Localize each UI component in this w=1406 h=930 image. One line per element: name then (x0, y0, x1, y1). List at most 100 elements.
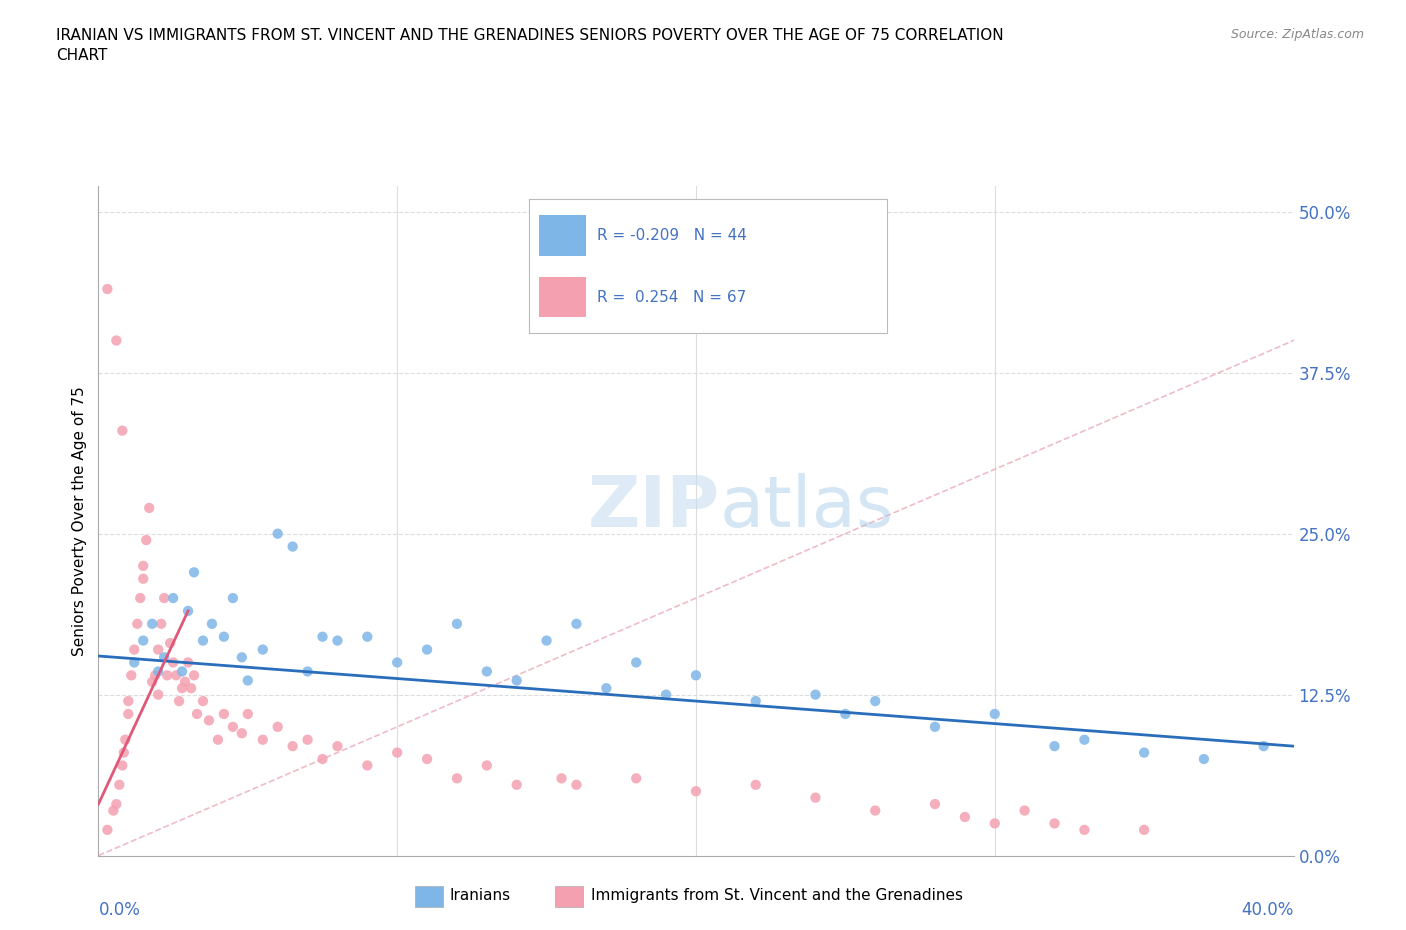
Point (96, 282, 118, 297)
Point (148, 642, 170, 657)
Point (297, 732, 319, 747)
Point (863, 694, 887, 709)
Point (953, 809, 976, 824)
Point (117, 694, 139, 709)
Point (626, 771, 648, 786)
Text: IRANIAN VS IMMIGRANTS FROM ST. VINCENT AND THE GRENADINES SENIORS POVERTY OVER T: IRANIAN VS IMMIGRANTS FROM ST. VINCENT A… (56, 28, 1004, 62)
Point (212, 630, 235, 644)
Point (180, 681, 202, 696)
Point (416, 642, 439, 657)
Point (191, 694, 214, 709)
Point (222, 591, 245, 605)
Point (281, 738, 304, 753)
Point (120, 668, 142, 683)
Point (267, 526, 290, 541)
Point (1253, 738, 1275, 753)
Point (745, 777, 768, 792)
Point (685, 784, 707, 799)
Point (141, 674, 163, 689)
Point (924, 797, 946, 812)
Point (385, 745, 409, 760)
Point (685, 668, 707, 683)
Point (536, 633, 558, 648)
Point (446, 771, 468, 786)
Point (236, 673, 259, 688)
Point (252, 642, 274, 657)
Point (356, 758, 378, 773)
Point (506, 673, 529, 688)
Point (1192, 751, 1215, 766)
Point (924, 720, 946, 735)
Point (174, 674, 197, 689)
Point (1133, 745, 1156, 760)
Point (153, 650, 176, 665)
Point (984, 707, 1007, 722)
Point (506, 777, 529, 792)
Point (834, 707, 856, 722)
Point (156, 668, 179, 683)
Point (108, 777, 131, 792)
Point (167, 694, 190, 709)
Point (1014, 804, 1036, 818)
Point (129, 591, 152, 605)
Point (132, 558, 155, 573)
Text: atlas: atlas (720, 473, 894, 542)
Point (565, 777, 588, 792)
Point (143, 668, 166, 683)
Point (326, 738, 349, 753)
Point (475, 758, 498, 773)
Text: ZIP: ZIP (588, 473, 720, 542)
Point (127, 617, 149, 631)
Point (198, 713, 221, 728)
Text: 40.0%: 40.0% (1241, 900, 1294, 919)
Point (177, 604, 200, 618)
Point (150, 617, 173, 631)
Point (311, 751, 333, 766)
Point (183, 668, 205, 683)
Point (132, 633, 155, 648)
Point (236, 707, 259, 722)
Point (984, 816, 1007, 830)
Point (446, 617, 468, 631)
Point (111, 758, 134, 773)
Point (165, 668, 187, 683)
Point (207, 732, 229, 747)
Point (252, 732, 274, 747)
Y-axis label: Seniors Poverty Over the Age of 75: Seniors Poverty Over the Age of 75 (72, 386, 87, 656)
Point (416, 751, 439, 766)
Point (222, 720, 245, 735)
Point (105, 797, 128, 812)
Point (1043, 816, 1066, 830)
Point (1073, 732, 1095, 747)
Text: Iranians: Iranians (450, 888, 510, 903)
Point (565, 617, 588, 631)
Point (326, 633, 349, 648)
Point (655, 687, 678, 702)
Point (550, 771, 572, 786)
Point (626, 655, 648, 670)
Point (138, 500, 160, 515)
Point (103, 804, 125, 818)
Point (117, 707, 139, 722)
Point (231, 725, 253, 740)
Point (172, 681, 194, 696)
Point (141, 617, 163, 631)
Point (1073, 822, 1095, 837)
Point (153, 591, 176, 605)
Point (356, 630, 378, 644)
Point (132, 571, 155, 586)
Point (162, 591, 184, 605)
Point (281, 539, 304, 554)
Point (1133, 822, 1156, 837)
Text: Source: ZipAtlas.com: Source: ZipAtlas.com (1230, 28, 1364, 41)
Point (212, 707, 235, 722)
Point (114, 732, 136, 747)
Point (201, 617, 224, 631)
Point (231, 650, 253, 665)
Point (475, 664, 498, 679)
Point (159, 636, 181, 651)
Point (183, 565, 205, 579)
Point (162, 655, 184, 670)
Text: Immigrants from St. Vincent and the Grenadines: Immigrants from St. Vincent and the Gren… (591, 888, 963, 903)
Point (804, 687, 827, 702)
